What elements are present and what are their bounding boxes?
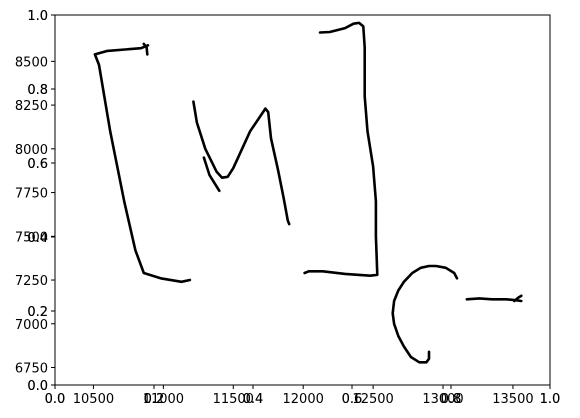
x-tick-label: 13000 [422,392,463,407]
x-tick-label: 0.4 [243,392,264,407]
x-tick-label: 0.6 [342,392,363,407]
x-tick-label: 1.0 [540,392,561,407]
y-tick-label: 0.8 [27,83,48,98]
x-tick-label: 0.2 [144,392,165,407]
x-tick-label: 1.0 [540,392,561,407]
x-tick-label: 11500 [213,392,254,407]
y-tick-label: 0.6 [27,157,48,172]
y-tick-label: 1.0 [27,9,48,24]
series-line [142,42,149,56]
y-tick-label: 7000 [15,318,48,333]
y-tick-label: 0.2 [27,305,48,320]
series-line [202,156,221,193]
y-tick-label: 8250 [15,99,48,114]
y-tick-label: 8000 [15,143,48,158]
y-tick-label: 7500 [15,230,48,245]
y-tick-label: 0.0 [27,379,48,394]
y-tick-label: 1.0 [27,9,48,24]
x-tick-label: 0.0 [45,392,66,407]
x-tick-label: 11000 [143,392,184,407]
series-line [192,100,291,226]
y-tick-label: 0.6 [27,157,48,172]
x-tick-label: 0.8 [441,392,462,407]
y-tick-label: 0.0 [27,379,48,394]
x-tick-label: 0.6 [342,392,363,407]
x-tick-label: 13500 [492,392,533,407]
x-tick-label: 0.4 [243,392,264,407]
x-tick-label: 0.8 [441,392,462,407]
series-line [391,264,459,364]
series-line [513,294,523,303]
x-tick-label: 12500 [352,392,393,407]
y-tick-label: 6750 [15,362,48,377]
y-tick-label: 7250 [15,274,48,289]
x-tick-label: 12000 [283,392,324,407]
axes-frame [54,14,551,386]
y-tick-label: 0.4 [27,231,48,246]
y-tick-label: 0.8 [27,83,48,98]
y-tick-label: 0.4 [27,231,48,246]
x-tick-label: 0.0 [45,392,66,407]
series-line [93,44,192,284]
y-tick-label: 7750 [15,187,48,202]
series-line [303,21,379,277]
x-tick-label: 10500 [73,392,114,407]
y-tick-label: 8500 [15,55,48,70]
y-tick-label: 0.2 [27,305,48,320]
x-tick-label: 0.2 [144,392,165,407]
